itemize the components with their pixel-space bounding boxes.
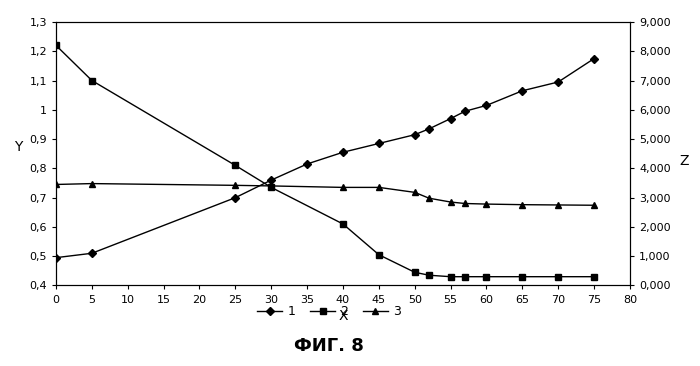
Y-axis label: Y: Y — [14, 140, 22, 154]
Y-axis label: Z: Z — [680, 154, 689, 168]
Legend: 1, 2, 3: 1, 2, 3 — [252, 300, 406, 323]
3 — [267, 184, 276, 188]
1 — [447, 116, 455, 121]
2 — [267, 185, 276, 190]
2 — [231, 163, 239, 168]
1 — [339, 150, 347, 154]
2 — [461, 274, 469, 279]
Line: 2: 2 — [53, 42, 597, 280]
3 — [447, 200, 455, 204]
3 — [88, 182, 96, 186]
3 — [590, 203, 598, 208]
3 — [518, 202, 526, 207]
X-axis label: X: X — [338, 309, 348, 323]
1 — [425, 127, 433, 131]
1 — [482, 103, 491, 108]
2 — [554, 274, 563, 279]
Line: 1: 1 — [53, 56, 597, 261]
Text: ФИГ. 8: ФИГ. 8 — [294, 337, 364, 355]
2 — [374, 253, 383, 257]
2 — [52, 43, 60, 48]
2 — [425, 273, 433, 277]
2 — [339, 222, 347, 226]
1 — [231, 195, 239, 200]
3 — [482, 202, 491, 206]
3 — [554, 203, 563, 207]
1 — [518, 89, 526, 93]
Line: 3: 3 — [53, 181, 597, 208]
1 — [410, 132, 419, 137]
1 — [374, 141, 383, 146]
2 — [88, 78, 96, 83]
2 — [410, 270, 419, 274]
1 — [461, 109, 469, 113]
3 — [461, 201, 469, 206]
1 — [88, 251, 96, 255]
2 — [518, 274, 526, 279]
2 — [590, 274, 598, 279]
1 — [52, 255, 60, 260]
2 — [482, 274, 491, 279]
2 — [447, 274, 455, 279]
1 — [303, 162, 312, 166]
3 — [231, 183, 239, 187]
3 — [52, 182, 60, 187]
1 — [267, 178, 276, 182]
1 — [590, 56, 598, 61]
1 — [554, 80, 563, 84]
3 — [410, 190, 419, 195]
3 — [374, 185, 383, 190]
3 — [425, 196, 433, 201]
3 — [339, 185, 347, 190]
